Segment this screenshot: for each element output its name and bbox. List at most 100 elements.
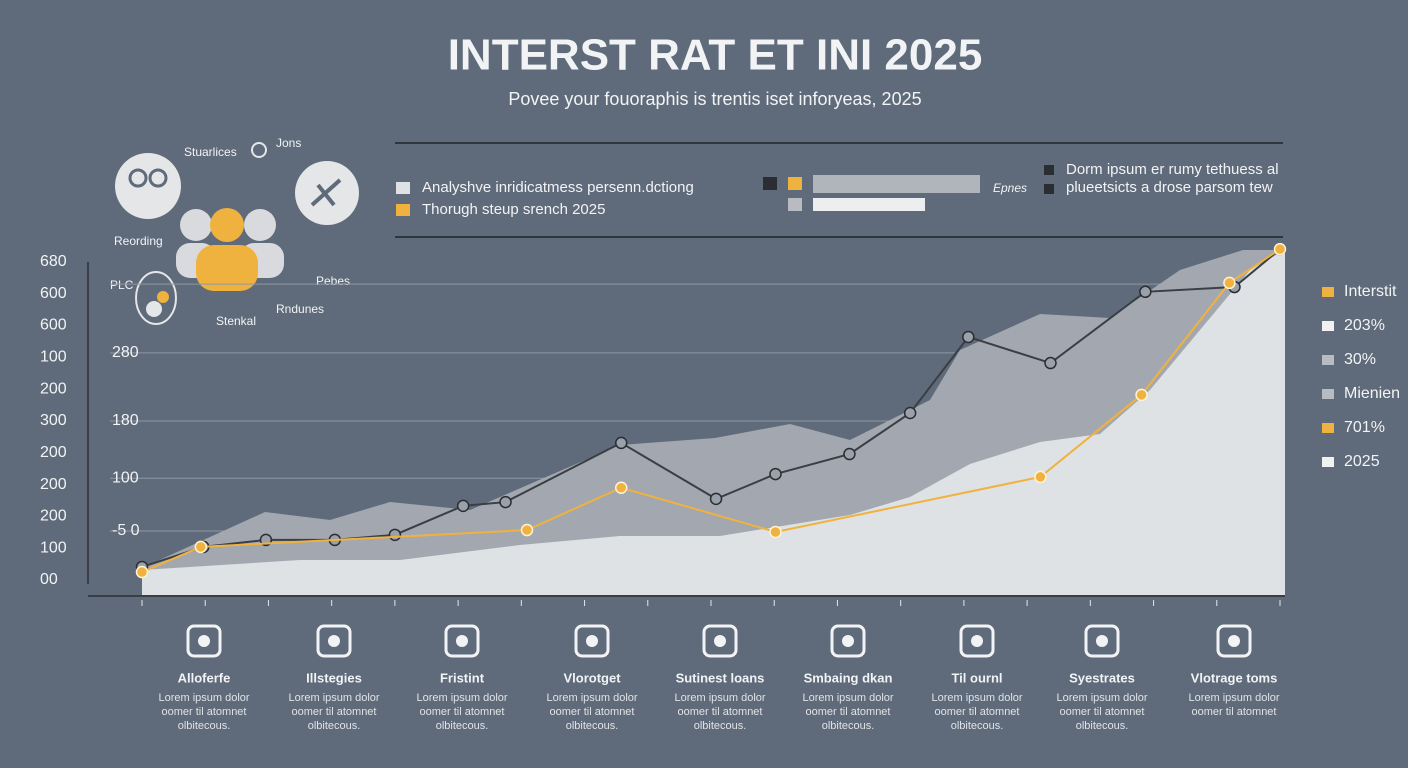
- bar-deco: [813, 198, 925, 211]
- icon-shape: [186, 624, 222, 658]
- y-tick-label: 600: [40, 317, 67, 334]
- item-text: Lorem ipsum dolor: [1188, 692, 1279, 704]
- icon-dot: [328, 635, 340, 647]
- icon-shape: [574, 624, 610, 658]
- legend-label: Thorugh steup srench 2025: [422, 201, 605, 218]
- illustration-label: Stenkal: [216, 314, 256, 328]
- illustration-label: Rndunes: [276, 302, 324, 316]
- icon-shape: [959, 624, 995, 658]
- icon-dot: [586, 635, 598, 647]
- y-tick-label: 100: [40, 349, 67, 366]
- feature-icon: [830, 624, 866, 658]
- item-text: olbitecous.: [822, 720, 875, 732]
- data-point: [520, 523, 534, 537]
- y2-tick-label: -5 0: [112, 522, 140, 539]
- illustration-label: Jons: [276, 136, 301, 150]
- swatch: [763, 177, 777, 190]
- icon-dot: [971, 635, 983, 647]
- icon-dot: [1096, 635, 1108, 647]
- legend-label: Analyshve inridicatmess persenn.dctiong: [422, 179, 694, 196]
- item-title: Til ournl: [951, 670, 1002, 685]
- item-title: Alloferfe: [178, 670, 231, 685]
- note-line: plueetsicts a drose parsom tew: [1066, 179, 1273, 196]
- item-text: oomer til atomnet: [806, 706, 891, 718]
- item-text: oomer til atomnet: [550, 706, 635, 718]
- illustration-label: PLC: [110, 278, 134, 292]
- y-tick-label: 100: [40, 539, 67, 556]
- item-title: Vlorotget: [563, 670, 621, 685]
- data-point: [135, 565, 149, 579]
- y-tick-label: 200: [40, 380, 67, 397]
- illustration-label: Pebes: [316, 274, 350, 288]
- data-point: [1139, 285, 1152, 299]
- item-text: oomer til atomnet: [678, 706, 763, 718]
- item-text: Lorem ipsum dolor: [288, 692, 379, 704]
- side-legend-label: 203%: [1344, 317, 1385, 334]
- swatch: [788, 198, 802, 211]
- data-point: [614, 481, 628, 495]
- item-text: olbitecous.: [178, 720, 231, 732]
- side-legend-label: 2025: [1344, 453, 1380, 470]
- item-text: olbitecous.: [694, 720, 747, 732]
- legend-swatch: [396, 204, 410, 216]
- y2-tick-label: 280: [112, 344, 139, 361]
- item-text: olbitecous.: [308, 720, 361, 732]
- icon-dot: [456, 635, 468, 647]
- y2-tick-label: 180: [112, 412, 139, 429]
- item-text: Lorem ipsum dolor: [674, 692, 765, 704]
- item-title: Syestrates: [1069, 670, 1135, 685]
- data-point: [499, 495, 512, 509]
- swatch: [1044, 184, 1054, 194]
- data-point: [962, 330, 975, 344]
- item-text: Lorem ipsum dolor: [158, 692, 249, 704]
- y2-tick-label: 100: [112, 469, 139, 486]
- side-legend-label: Interstit: [1344, 283, 1397, 300]
- data-point: [843, 447, 856, 461]
- side-legend-label: Mienien: [1344, 385, 1400, 402]
- area-deco: [142, 250, 1285, 596]
- icon-shape: [1084, 624, 1120, 658]
- note-line: Dorm ipsum er rumy tethuess al: [1066, 161, 1279, 178]
- icon-shape: [1216, 624, 1252, 658]
- data-point: [388, 528, 402, 542]
- item-text: Lorem ipsum dolor: [416, 692, 507, 704]
- item-text: Lorem ipsum dolor: [931, 692, 1022, 704]
- side-legend-swatch: [1322, 457, 1334, 467]
- icon-shape: [444, 624, 480, 658]
- y-tick-label: 200: [40, 508, 67, 525]
- feature-icon: [444, 624, 480, 658]
- y-tick-label: 200: [40, 476, 67, 493]
- item-title: Sutinest loans: [676, 670, 765, 685]
- data-point: [903, 406, 917, 420]
- item-title: Illstegies: [306, 670, 362, 685]
- illustration-label: Stuarlices: [184, 145, 237, 159]
- data-point: [1034, 470, 1047, 484]
- side-legend-swatch: [1322, 355, 1334, 365]
- side-legend-label: 701%: [1344, 419, 1385, 436]
- feature-icon: [959, 624, 995, 658]
- side-legend-swatch: [1322, 389, 1334, 399]
- people-illustration: [115, 142, 359, 325]
- item-text: olbitecous.: [566, 720, 619, 732]
- data-point: [1135, 388, 1148, 402]
- icon-dot: [1228, 635, 1240, 647]
- icon-shape: [702, 624, 738, 658]
- side-legend-label: 30%: [1344, 351, 1376, 368]
- feature-icon: [702, 624, 738, 658]
- note-tag: Epnes: [993, 181, 1027, 195]
- icon-shape: [830, 624, 866, 658]
- feature-icon: [574, 624, 610, 658]
- y-tick-label: 600: [40, 285, 67, 302]
- data-point: [769, 525, 782, 539]
- side-legend-swatch: [1322, 287, 1334, 297]
- item-title: Fristint: [440, 670, 485, 685]
- item-title: Smbaing dkan: [804, 670, 893, 685]
- icon-shape: [316, 624, 352, 658]
- side-legend-swatch: [1322, 423, 1334, 433]
- data-point: [769, 467, 782, 481]
- item-text: oomer til atomnet: [1192, 706, 1277, 718]
- item-text: Lorem ipsum dolor: [546, 692, 637, 704]
- feature-icon: [186, 624, 222, 658]
- data-point: [194, 540, 208, 554]
- legend-swatch: [396, 182, 410, 194]
